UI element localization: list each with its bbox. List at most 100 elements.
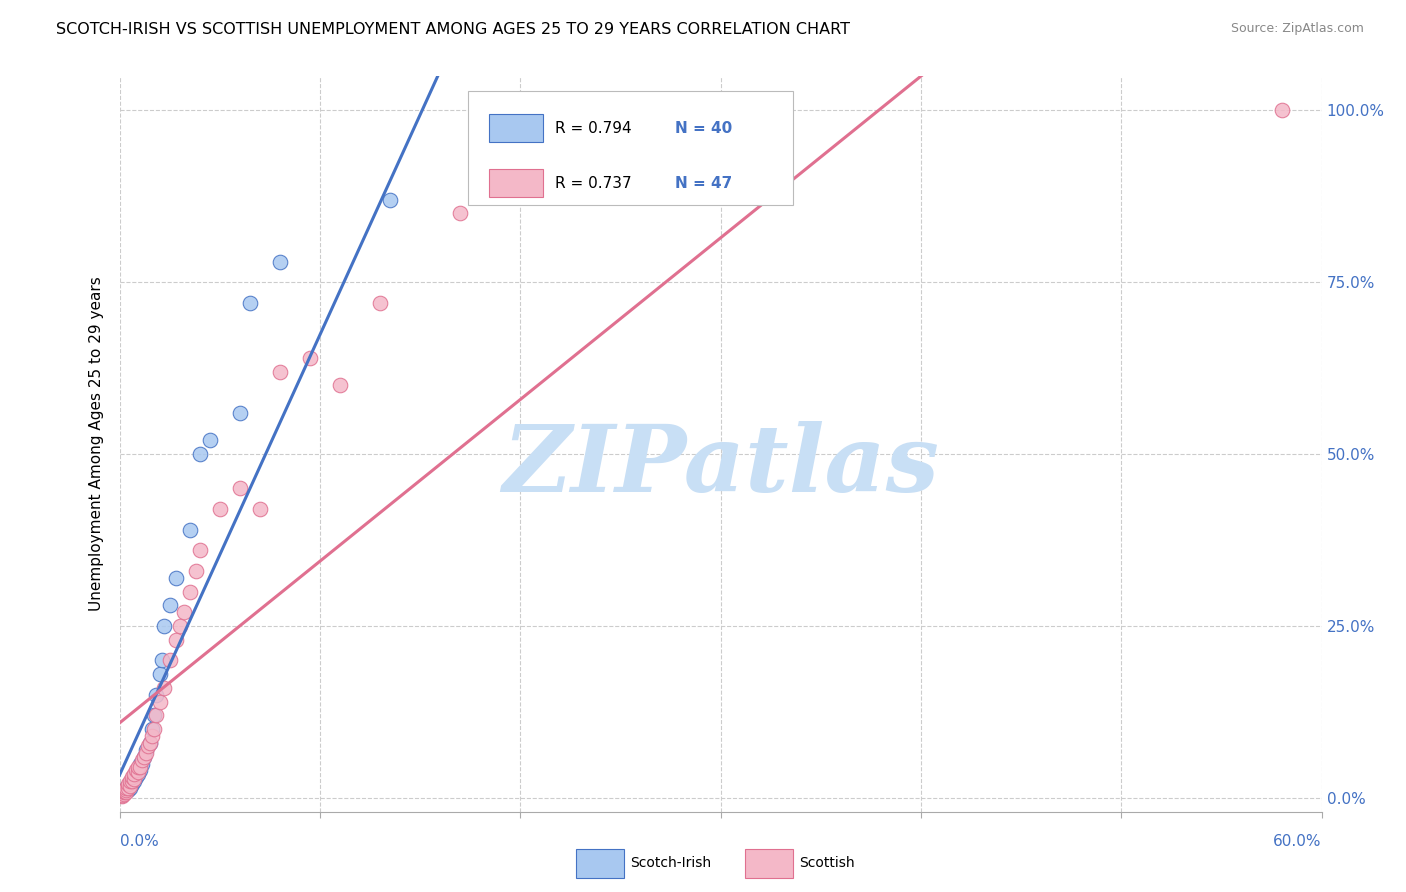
Point [112, 784, 135, 798]
Point [145, 688, 167, 702]
Point [127, 767, 149, 781]
Point [249, 502, 271, 516]
Point [110, 788, 132, 802]
Point [149, 695, 172, 709]
Point [149, 667, 172, 681]
Point [122, 773, 145, 788]
Point [165, 571, 187, 585]
Point [198, 434, 221, 448]
Point [114, 784, 136, 798]
Point [136, 739, 159, 754]
Text: R = 0.737: R = 0.737 [555, 176, 631, 191]
Point [117, 782, 139, 797]
Point [131, 756, 153, 771]
Point [127, 760, 149, 774]
Point [132, 749, 155, 764]
Point [121, 773, 143, 788]
Point [121, 770, 143, 784]
Point [529, 186, 551, 200]
Point [112, 785, 135, 799]
Text: N = 47: N = 47 [675, 176, 733, 191]
Point [121, 773, 143, 788]
Point [179, 584, 201, 599]
Point [150, 653, 173, 667]
Point [269, 254, 291, 268]
Point [114, 782, 136, 797]
Text: SCOTCH-IRISH VS SCOTTISH UNEMPLOYMENT AMONG AGES 25 TO 29 YEARS CORRELATION CHAR: SCOTCH-IRISH VS SCOTTISH UNEMPLOYMENT AM… [56, 22, 851, 37]
Point [114, 782, 136, 797]
Point [124, 767, 146, 781]
Point [135, 743, 157, 757]
Point [173, 605, 195, 619]
Point [142, 708, 165, 723]
Point [128, 764, 150, 778]
Point [159, 653, 181, 667]
Point [142, 722, 165, 736]
Point [141, 729, 163, 743]
Point [138, 736, 160, 750]
Point [135, 746, 157, 760]
Point [110, 789, 132, 803]
Point [118, 773, 141, 788]
Point [188, 543, 211, 558]
Point [117, 780, 139, 795]
Text: ZIPatlas: ZIPatlas [502, 421, 939, 511]
Point [114, 780, 136, 795]
Point [110, 788, 132, 802]
Point [449, 206, 471, 220]
Text: Source: ZipAtlas.com: Source: ZipAtlas.com [1230, 22, 1364, 36]
Point [228, 406, 252, 420]
Y-axis label: Unemployment Among Ages 25 to 29 years: Unemployment Among Ages 25 to 29 years [89, 277, 104, 611]
Text: Scotch-Irish: Scotch-Irish [630, 856, 711, 871]
Text: Scottish: Scottish [799, 856, 855, 871]
Point [159, 599, 181, 613]
Point [509, 103, 531, 118]
Point [114, 785, 136, 799]
Point [378, 193, 401, 207]
Point [127, 764, 149, 779]
Point [112, 785, 135, 799]
Point [368, 295, 391, 310]
Point [117, 777, 139, 791]
Bar [745, 848, 793, 878]
Point [122, 767, 145, 781]
Point [188, 447, 211, 461]
Point [122, 770, 145, 784]
Point [118, 779, 141, 793]
Point [132, 749, 155, 764]
Point [1271, 103, 1294, 118]
Point [329, 378, 352, 392]
Point [114, 780, 136, 795]
Bar [488, 169, 543, 197]
Point [165, 632, 187, 647]
Point [138, 736, 160, 750]
Point [124, 764, 146, 778]
Point [112, 786, 135, 800]
Point [128, 760, 150, 774]
Text: 0.0%: 0.0% [120, 834, 159, 849]
Point [152, 681, 174, 695]
Point [141, 722, 163, 736]
Point [184, 564, 207, 578]
Point [124, 770, 146, 784]
Point [131, 753, 153, 767]
Point [128, 756, 150, 771]
Bar [488, 114, 543, 142]
Text: R = 0.794: R = 0.794 [555, 120, 631, 136]
Point [208, 502, 231, 516]
Text: N = 40: N = 40 [675, 120, 733, 136]
Point [117, 779, 139, 793]
Point [145, 708, 167, 723]
Point [228, 482, 252, 496]
Point [118, 780, 141, 795]
Point [298, 351, 321, 365]
Point [269, 365, 291, 379]
Point [239, 295, 262, 310]
Bar [576, 848, 624, 878]
Point [112, 784, 135, 798]
Point [118, 777, 141, 791]
FancyBboxPatch shape [468, 91, 793, 204]
Point [152, 619, 174, 633]
Point [112, 787, 135, 801]
Point [122, 772, 145, 786]
